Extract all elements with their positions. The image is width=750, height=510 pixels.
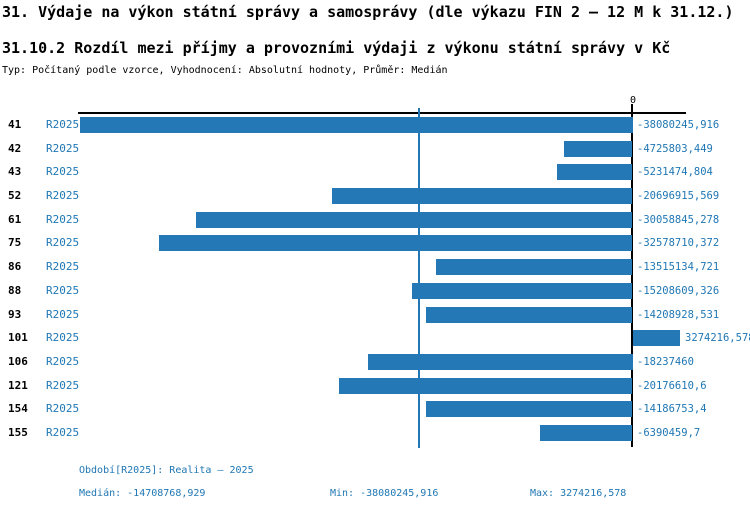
bar — [195, 211, 633, 228]
category-label: 61 — [8, 212, 22, 226]
value-label: -18237460 — [637, 355, 694, 368]
value-label: -30058845,278 — [637, 213, 720, 226]
bar — [436, 259, 633, 276]
series-label: R2025 — [46, 260, 80, 274]
bar — [331, 188, 633, 205]
series-label: R2025 — [46, 354, 80, 368]
category-label: 101 — [8, 331, 28, 345]
series-label: R2025 — [46, 307, 80, 321]
category-label: 86 — [8, 260, 22, 274]
category-label: 155 — [8, 425, 28, 439]
chart-meta: Typ: Počítaný podle vzorce, Vyhodnocení:… — [2, 65, 448, 76]
series-label: R2025 — [46, 118, 80, 131]
bar — [367, 353, 633, 370]
value-label: -4725803,449 — [637, 142, 713, 155]
bar — [339, 377, 633, 394]
value-label: -14186753,4 — [637, 403, 707, 416]
series-label: R2025 — [46, 189, 80, 203]
series-label: R2025 — [46, 331, 80, 345]
section-title: 31.10.2 Rozdíl mezi příjmy a provozními … — [2, 39, 671, 57]
series-label: R2025 — [46, 283, 80, 297]
bar — [563, 140, 633, 157]
median-line — [417, 108, 420, 448]
bar — [426, 306, 633, 323]
value-label: -6390459,7 — [637, 426, 701, 439]
value-label: -20176610,6 — [637, 379, 707, 392]
footer-max: Max: 3274216,578 — [530, 488, 627, 499]
footer-min: Min: -38080245,916 — [330, 488, 439, 499]
value-label: -32578710,372 — [637, 237, 720, 250]
value-label: -13515134,721 — [637, 261, 720, 274]
category-label: 52 — [8, 189, 22, 203]
category-label: 88 — [8, 283, 22, 297]
value-label: 3274216,578 — [685, 332, 750, 345]
category-label: 42 — [8, 141, 22, 155]
top-axis-line — [78, 112, 686, 114]
series-label: R2025 — [46, 141, 80, 155]
category-label: 121 — [8, 378, 28, 392]
value-label: -14208928,531 — [637, 308, 720, 321]
bar — [79, 117, 633, 133]
bar — [411, 282, 633, 299]
category-label: 43 — [8, 165, 22, 179]
bar — [426, 401, 633, 418]
bar — [539, 424, 633, 441]
footer-median: Medián: -14708768,929 — [79, 488, 206, 499]
value-label: -15208609,326 — [637, 284, 720, 297]
bar — [632, 330, 681, 347]
category-label: 41 — [8, 118, 22, 131]
category-label: 106 — [8, 354, 28, 368]
footer-period: Období[R2025]: Realita – 2025 — [79, 465, 254, 476]
bar — [556, 164, 633, 181]
value-label: -38080245,916 — [637, 119, 720, 131]
zero-axis-line — [631, 104, 633, 447]
series-label: R2025 — [46, 165, 80, 179]
report-title: 31. Výdaje na výkon státní správy a samo… — [2, 3, 734, 21]
zero-tick-label: 0 — [629, 95, 637, 106]
series-label: R2025 — [46, 378, 80, 392]
series-label: R2025 — [46, 402, 80, 416]
value-label: -20696915,569 — [637, 190, 720, 203]
series-label: R2025 — [46, 212, 80, 226]
category-label: 75 — [8, 236, 22, 250]
series-label: R2025 — [46, 236, 80, 250]
bar — [159, 235, 633, 252]
value-label: -5231474,804 — [637, 166, 713, 179]
category-label: 154 — [8, 402, 28, 416]
series-label: R2025 — [46, 425, 80, 439]
category-label: 93 — [8, 307, 22, 321]
